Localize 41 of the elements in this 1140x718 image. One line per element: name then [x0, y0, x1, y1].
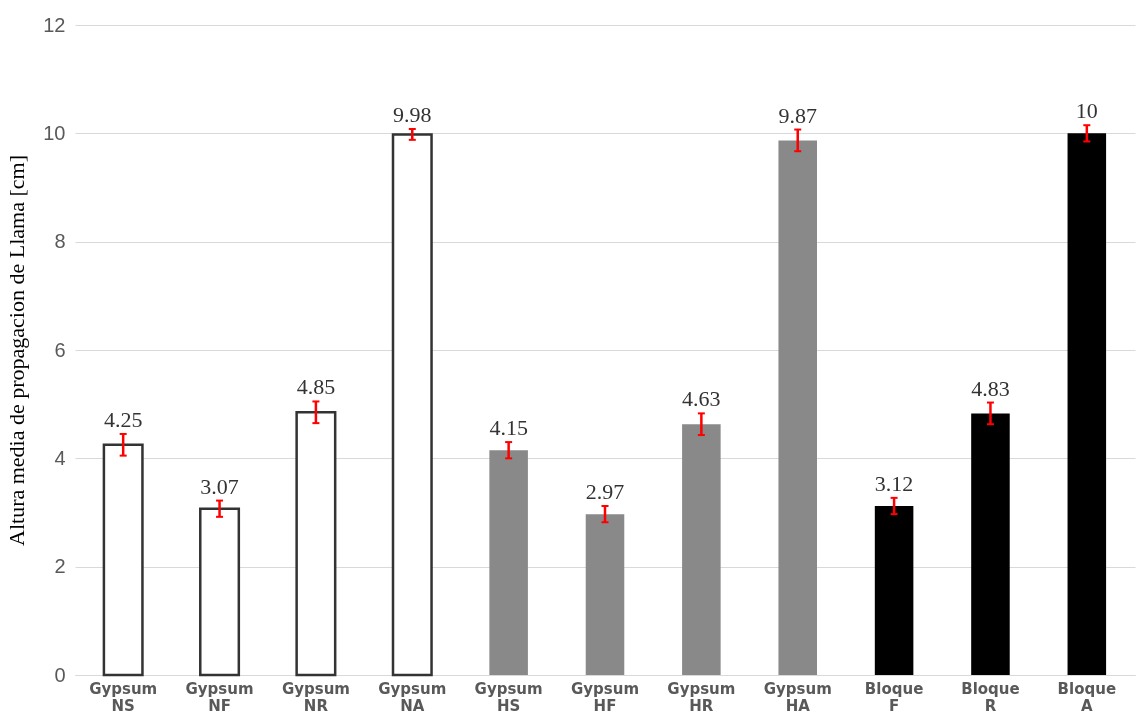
- data-label: 10: [1075, 98, 1098, 124]
- data-label: 4.15: [489, 415, 528, 441]
- bar: [1067, 133, 1107, 675]
- y-axis-title: Altura media de propagacion de Llama [cm]: [4, 155, 30, 546]
- data-label: 4.63: [682, 386, 721, 412]
- data-label: 3.07: [200, 473, 239, 499]
- y-tick-label: 2: [54, 555, 66, 578]
- bar: [778, 140, 817, 675]
- bar: [585, 514, 625, 675]
- x-tick-label: Bloque R: [961, 679, 1020, 715]
- x-tick-label: Gypsum NA: [378, 679, 447, 715]
- x-tick-label: Bloque A: [1057, 679, 1117, 715]
- y-tick-label: 6: [54, 338, 66, 361]
- y-tick-label: 10: [43, 121, 66, 144]
- data-label: 9.98: [393, 102, 432, 127]
- bar: [874, 506, 914, 675]
- y-tick-label: 0: [54, 663, 66, 686]
- bar: [102, 443, 144, 677]
- data-label: 9.87: [778, 102, 817, 128]
- data-label: 4.25: [103, 406, 143, 432]
- bar: [971, 413, 1010, 675]
- data-label: 4.83: [971, 375, 1010, 401]
- x-tick-label: Gypsum NR: [281, 679, 350, 715]
- x-tick-label: Bloque F: [864, 679, 924, 715]
- data-label: 2.97: [585, 479, 625, 504]
- x-tick-label: Gypsum HS: [474, 679, 543, 715]
- x-tick-label: Gypsum HF: [570, 679, 640, 715]
- y-tick-label: 8: [54, 230, 66, 253]
- bar: [199, 507, 241, 677]
- bar: [295, 411, 337, 677]
- bar: [682, 424, 721, 675]
- x-tick-label: Gypsum NF: [185, 679, 254, 715]
- x-tick-label: Gypsum HA: [763, 679, 832, 715]
- x-tick-label: Gypsum HR: [667, 679, 736, 715]
- bar: [489, 450, 528, 675]
- data-label: 4.85: [296, 374, 336, 400]
- data-label: 3.12: [874, 470, 914, 496]
- x-tick-label: Gypsum NS: [89, 679, 158, 715]
- y-tick-label: 4: [54, 446, 66, 469]
- y-tick-label: 12: [43, 13, 66, 36]
- bar: [391, 133, 433, 677]
